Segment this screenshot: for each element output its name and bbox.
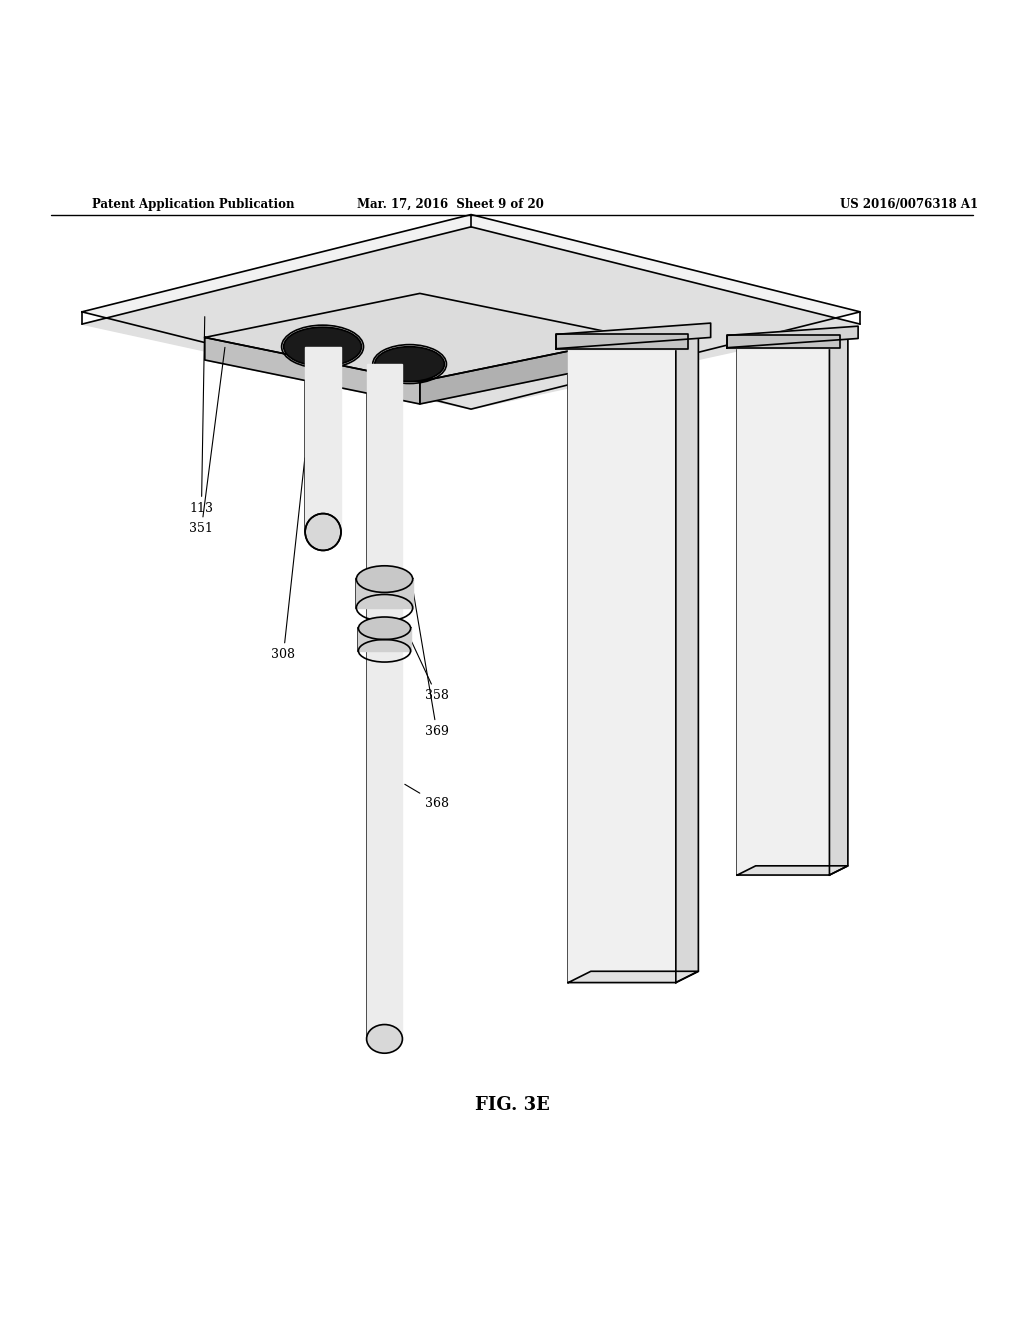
Text: 358: 358	[412, 642, 449, 702]
Text: 308: 308	[271, 458, 305, 661]
Text: 113: 113	[189, 317, 213, 515]
Ellipse shape	[367, 1024, 402, 1053]
Polygon shape	[367, 364, 402, 1039]
Ellipse shape	[358, 616, 411, 639]
Text: Patent Application Publication: Patent Application Publication	[92, 198, 295, 211]
Polygon shape	[829, 334, 848, 875]
Polygon shape	[556, 334, 688, 348]
Ellipse shape	[284, 327, 361, 366]
Polygon shape	[205, 338, 420, 404]
Polygon shape	[737, 343, 829, 875]
Ellipse shape	[356, 566, 413, 593]
Ellipse shape	[375, 347, 444, 381]
Text: US 2016/0076318 A1: US 2016/0076318 A1	[840, 198, 978, 211]
Polygon shape	[82, 215, 860, 409]
Polygon shape	[305, 347, 341, 532]
Text: 369: 369	[413, 591, 449, 738]
Polygon shape	[727, 326, 858, 347]
Polygon shape	[676, 331, 698, 982]
Polygon shape	[420, 338, 635, 404]
Polygon shape	[356, 579, 413, 607]
Polygon shape	[568, 343, 676, 982]
Text: 368: 368	[404, 784, 449, 810]
Ellipse shape	[305, 513, 341, 550]
Polygon shape	[205, 293, 635, 381]
Polygon shape	[568, 972, 698, 982]
Text: FIG. 3E: FIG. 3E	[475, 1097, 549, 1114]
Polygon shape	[82, 227, 860, 409]
Polygon shape	[737, 866, 848, 875]
Polygon shape	[556, 323, 711, 348]
Text: Mar. 17, 2016  Sheet 9 of 20: Mar. 17, 2016 Sheet 9 of 20	[357, 198, 544, 211]
Polygon shape	[727, 335, 840, 347]
Text: 351: 351	[189, 347, 225, 536]
Polygon shape	[358, 628, 411, 651]
